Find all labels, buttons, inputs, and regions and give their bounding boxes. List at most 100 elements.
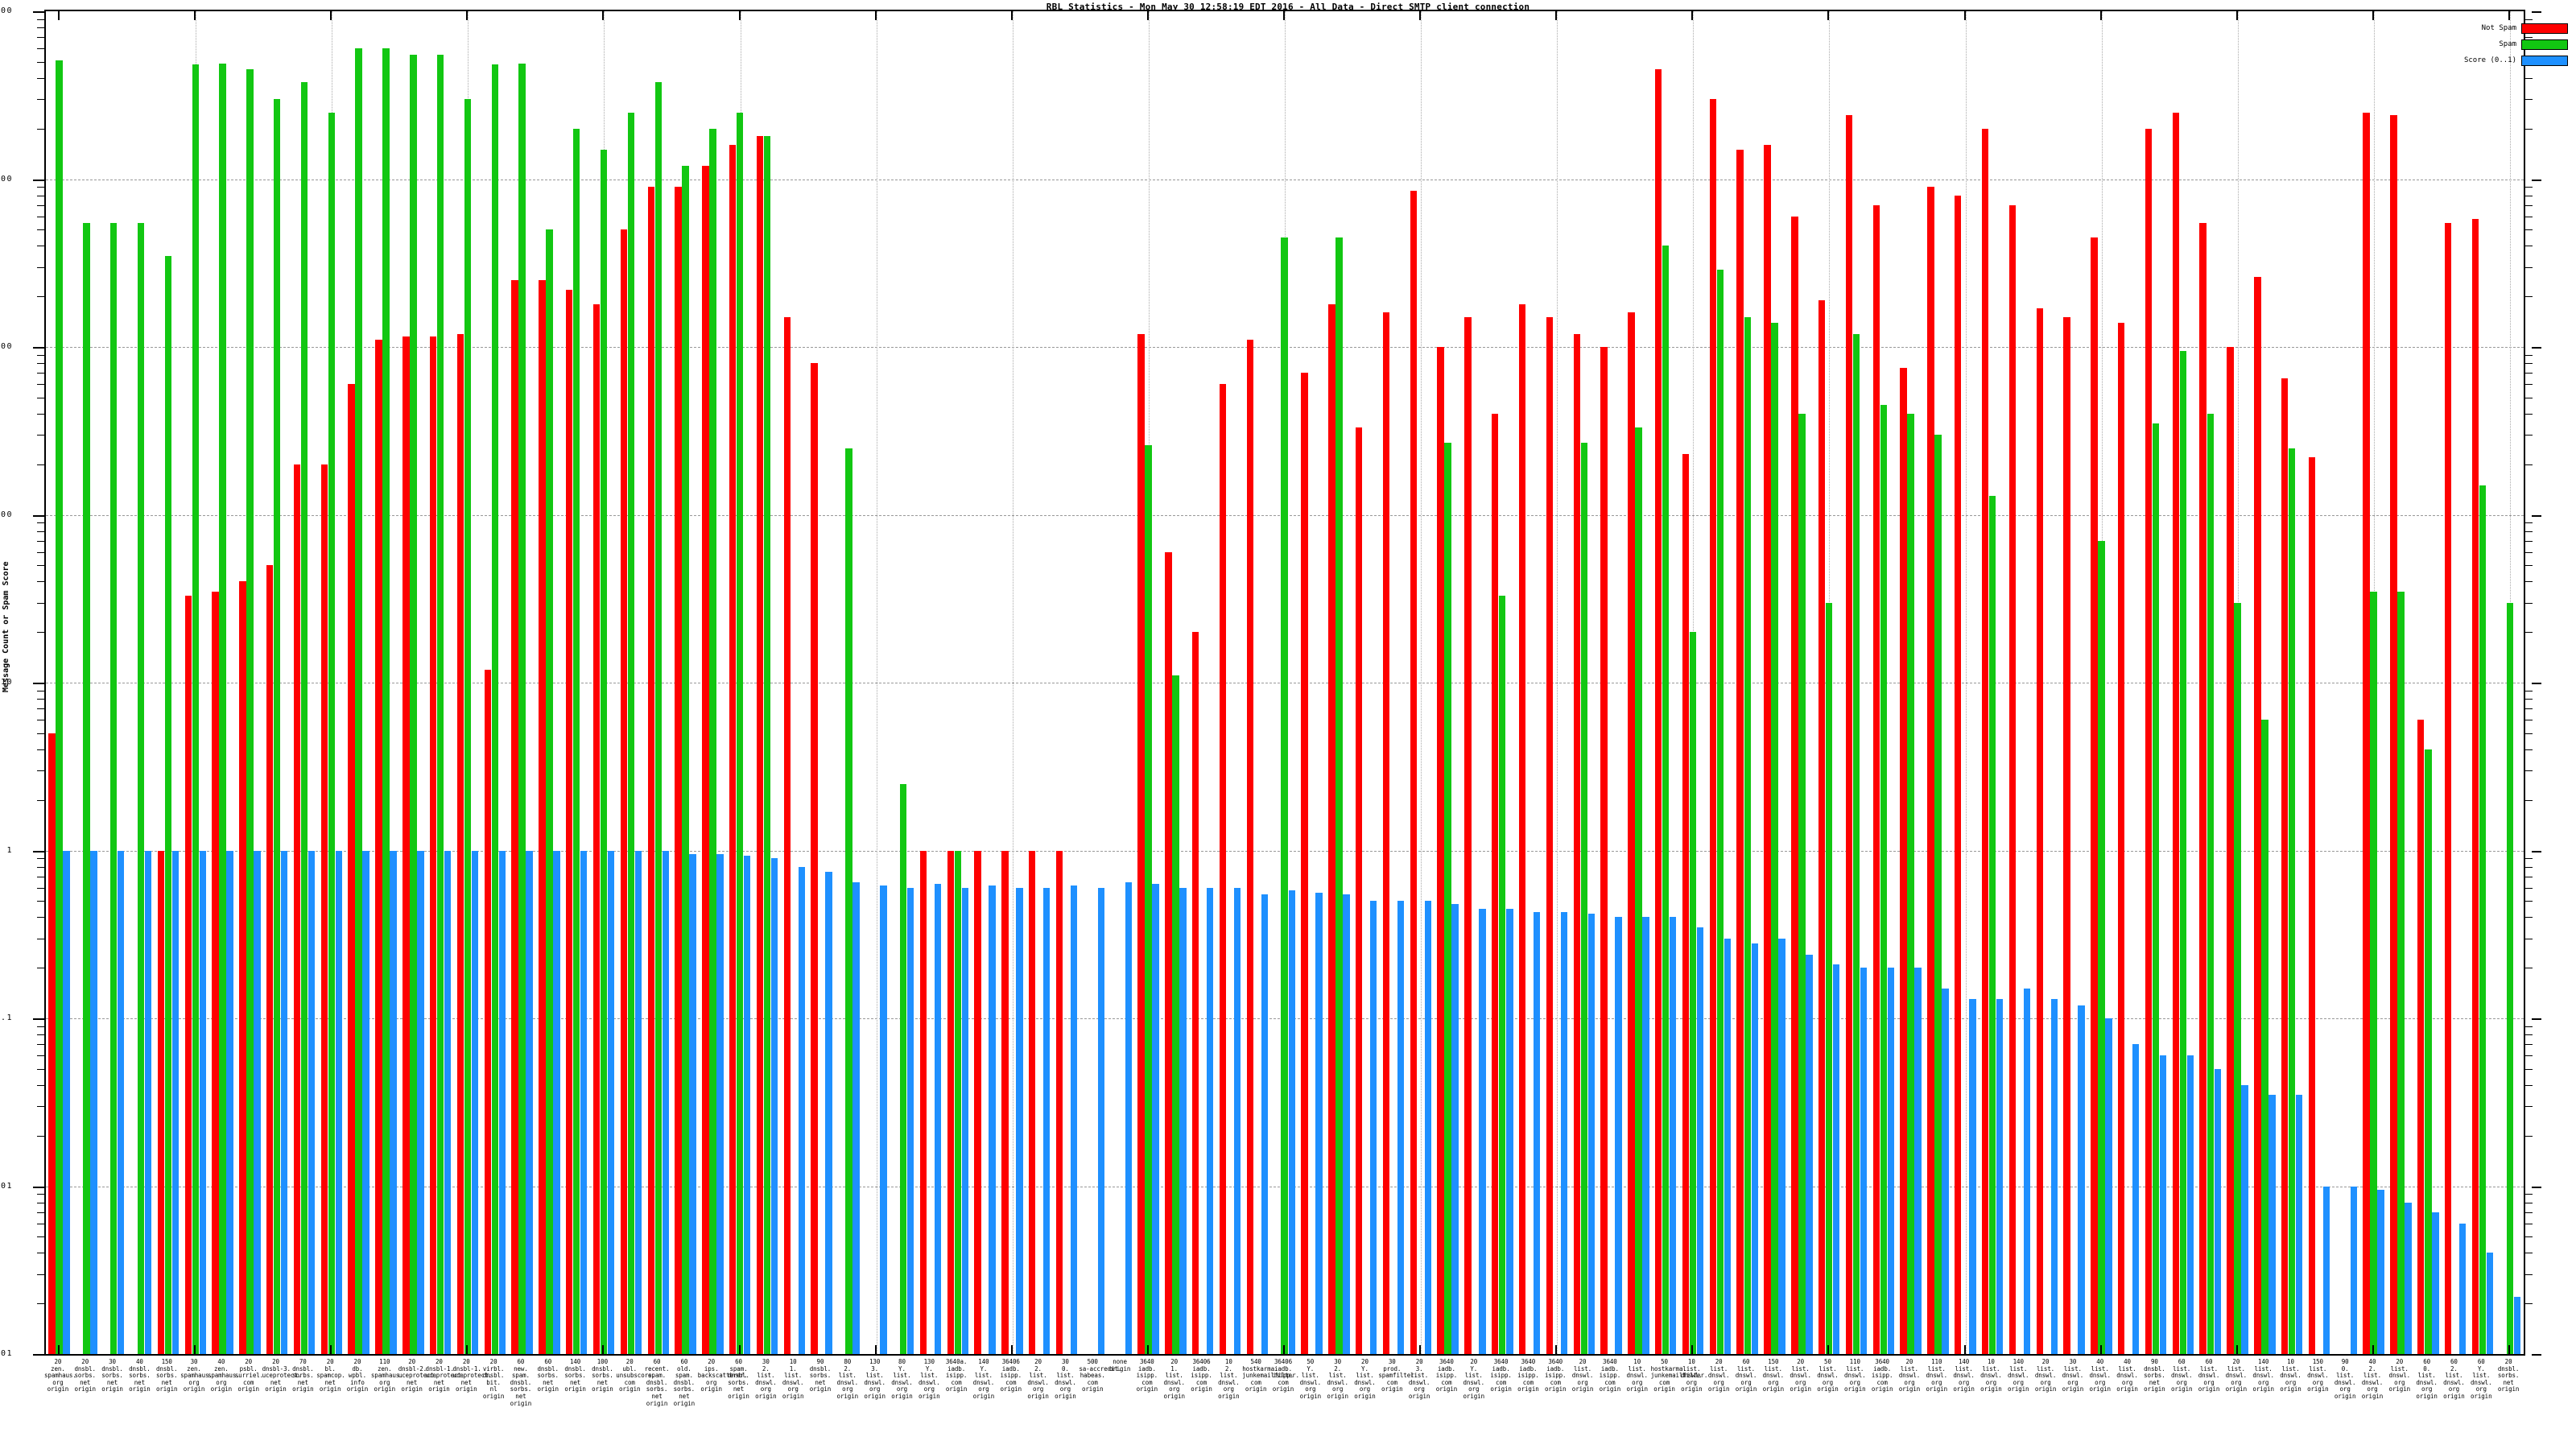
x-label-host-part: isipp. (1191, 1372, 1212, 1380)
x-tick-bottom (1419, 1345, 1422, 1356)
bar-score (2214, 1068, 2221, 1354)
bar-not-spam (592, 303, 601, 1354)
y-tick-minor-right (2525, 1212, 2533, 1213)
bar-not-spam (1682, 454, 1690, 1354)
bar-score (634, 850, 642, 1354)
x-axis-labels: 20 zen. spamhaus. org origin 20 dnsbl. sorbs. ne… (44, 1358, 2525, 1449)
x-label-index: 36406 (1192, 1358, 1211, 1365)
x-label-host-part: isipp. (1136, 1372, 1158, 1380)
x-label-origin: origin (1435, 1385, 1458, 1393)
bar-not-spam (2417, 720, 2425, 1354)
x-label-host-part: sorbs. (537, 1372, 559, 1380)
x-label-host-part: list. (2227, 1364, 2245, 1373)
y-tick-mark-right (2532, 347, 2541, 349)
x-label-host-part: org (1849, 1378, 1860, 1386)
bar-spam (2288, 448, 2296, 1354)
x-tick-bottom (1555, 1345, 1558, 1356)
x-tick-top (1283, 10, 1285, 20)
x-label-index: 30 (1388, 1358, 1396, 1365)
x-label-host-part: list. (2037, 1364, 2055, 1373)
x-axis-label: 40 list. dnswl. org origin (2114, 1358, 2141, 1393)
y-tick-minor (37, 1068, 44, 1070)
x-label-origin: origin (2443, 1392, 2465, 1400)
bar-spam (1281, 237, 1288, 1354)
x-label-host-part: list. (1927, 1364, 1946, 1373)
x-label-origin: origin (1844, 1385, 1866, 1393)
x-label-host-part: spam. (511, 1372, 530, 1380)
x-tick-top (2508, 10, 2511, 20)
bar-score (1914, 968, 1922, 1354)
x-label-origin: origin (755, 1392, 777, 1400)
x-label-host-part: dnsbl-1. (452, 1364, 481, 1373)
x-label-host-part: org (1931, 1378, 1942, 1386)
x-label-host-part: org (1958, 1378, 1970, 1386)
x-label-index: 10 (1687, 1358, 1695, 1365)
x-label-host-part: list. (1955, 1364, 1973, 1373)
x-label-host-part: list. (2417, 1372, 2436, 1380)
y-tick-minor-right (2525, 19, 2533, 20)
x-label-host-part: spamcop. (316, 1372, 345, 1380)
x-tick-bottom (1827, 1345, 1830, 1356)
x-label-host-part: org (1904, 1378, 1915, 1386)
x-label-origin: origin (1517, 1385, 1539, 1393)
x-label-host-part: list. (1791, 1364, 1810, 1373)
x-tick-top (1827, 10, 1830, 20)
x-label-index: 20 (353, 1358, 361, 1365)
x-label-host-part: org (2394, 1378, 2405, 1386)
bar-not-spam (1655, 69, 1662, 1354)
x-label-origin: origin (319, 1385, 341, 1393)
x-label-origin: origin (47, 1385, 69, 1393)
x-label-host-part: org (787, 1385, 799, 1393)
x-label-index: 10 (1988, 1358, 1995, 1365)
x-axis-label: 60 2. list. dnswl. org origin (2441, 1358, 2468, 1401)
x-label-host-part: list. (784, 1372, 803, 1380)
x-label-host-part: sorbs. (510, 1385, 532, 1393)
x-label-host-part: org (188, 1378, 200, 1386)
x-label-origin: origin (564, 1385, 586, 1393)
bar-not-spam (157, 850, 165, 1354)
x-label-host-part: Y. (1361, 1364, 1368, 1373)
y-tick-minor (37, 749, 44, 750)
x-label-host-part: org (2013, 1378, 2024, 1386)
x-axis-label: 50 Y. list. dnswl. org origin (1297, 1358, 1324, 1401)
bar-spam (56, 60, 63, 1354)
x-label-host-part: spamhaus. (44, 1372, 76, 1380)
bar-not-spam (1191, 632, 1199, 1354)
x-label-index: 20 (1361, 1358, 1368, 1365)
x-label-host-part: Y. (925, 1364, 933, 1373)
x-axis-label: 80 Y. list. dnswl. org origin (889, 1358, 916, 1401)
x-label-index: 3640 (1493, 1358, 1509, 1365)
y-tick-minor (37, 229, 44, 231)
bar-score (1179, 887, 1187, 1354)
x-label-host-part: iadb. (947, 1364, 966, 1373)
bar-spam (1635, 427, 1642, 1354)
bar-score (1315, 893, 1323, 1354)
x-label-origin: origin (809, 1385, 832, 1393)
x-label-index: 20 (1797, 1358, 1805, 1365)
bar-not-spam (2063, 317, 2070, 1354)
bar-score (417, 850, 424, 1354)
x-label-index: 3640 (1521, 1358, 1536, 1365)
y-tick-minor-right (2525, 363, 2533, 365)
x-axis-label: 3640 iadb. isipp. com origin (1596, 1358, 1624, 1393)
bar-score (716, 854, 724, 1354)
x-label-origin: origin (2116, 1385, 2138, 1393)
x-label-host-part: org (842, 1385, 853, 1393)
bar-score (2458, 1223, 2467, 1354)
bar-score (2023, 989, 2031, 1354)
bar-spam (2479, 485, 2487, 1354)
bar-not-spam (1709, 99, 1717, 1354)
legend-item: Score (0..1) (2447, 53, 2568, 68)
x-label-host-part: dnswl. (2034, 1372, 2057, 1380)
y-tick-mark (33, 514, 44, 517)
bar-not-spam (539, 280, 546, 1354)
x-label-host-part: spam. (647, 1372, 667, 1380)
x-label-index: 110 (379, 1358, 390, 1365)
x-label-host-part: dnswl. (1218, 1378, 1240, 1386)
x-label-index: 3640 (1140, 1358, 1154, 1365)
x-label-host-part: dnsbl. (155, 1364, 178, 1373)
x-label-host-part: dnsbl. (101, 1364, 123, 1373)
x-axis-label: 3640 iadb. isipp. com origin (1488, 1358, 1515, 1393)
bar-score (1778, 938, 1785, 1354)
y-tick-minor (37, 708, 44, 710)
